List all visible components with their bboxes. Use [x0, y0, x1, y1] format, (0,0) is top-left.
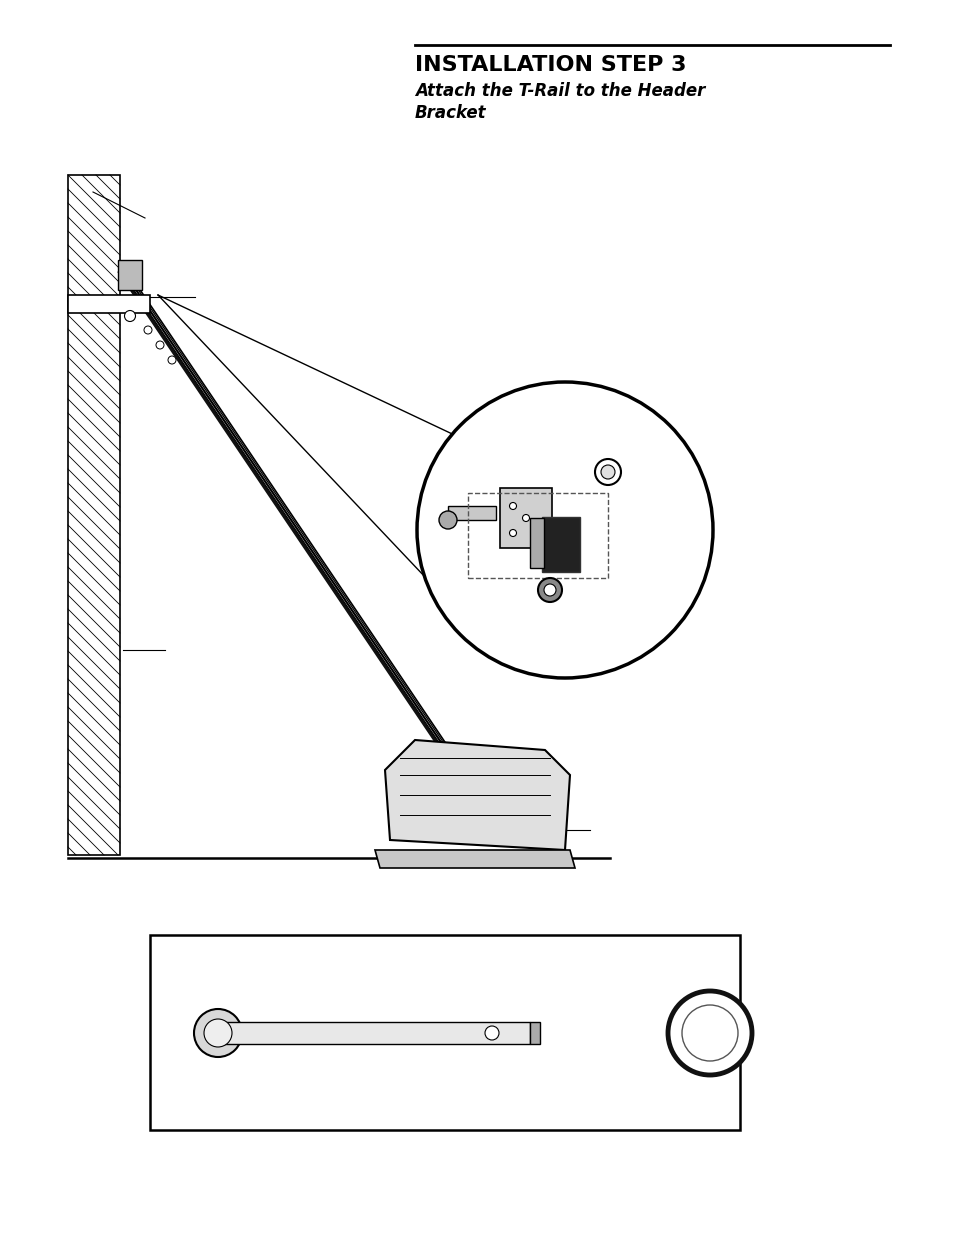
Bar: [150, 935, 740, 1130]
Circle shape: [537, 578, 561, 601]
Bar: [530, 517, 543, 568]
Bar: [530, 1023, 539, 1044]
Bar: [118, 261, 142, 290]
Polygon shape: [385, 740, 569, 850]
Circle shape: [543, 584, 556, 597]
Circle shape: [509, 503, 516, 510]
Bar: [448, 506, 496, 520]
Circle shape: [509, 530, 516, 536]
Text: INSTALLATION STEP 3: INSTALLATION STEP 3: [415, 56, 686, 75]
Bar: [68, 295, 150, 312]
Circle shape: [522, 515, 529, 521]
Bar: [68, 175, 120, 855]
Circle shape: [600, 466, 615, 479]
Text: Attach the T-Rail to the Header
Bracket: Attach the T-Rail to the Header Bracket: [415, 82, 704, 122]
Polygon shape: [375, 850, 575, 868]
Circle shape: [204, 1019, 232, 1047]
Bar: [541, 517, 579, 572]
Circle shape: [144, 326, 152, 333]
Circle shape: [484, 1026, 498, 1040]
Circle shape: [168, 356, 175, 364]
Bar: [220, 1023, 530, 1044]
Circle shape: [438, 511, 456, 529]
Bar: [468, 493, 607, 578]
Bar: [499, 488, 552, 548]
Circle shape: [667, 990, 751, 1074]
Circle shape: [125, 310, 135, 321]
Circle shape: [416, 382, 712, 678]
Circle shape: [193, 1009, 242, 1057]
Circle shape: [156, 341, 164, 350]
Circle shape: [595, 459, 620, 485]
Circle shape: [681, 1005, 738, 1061]
